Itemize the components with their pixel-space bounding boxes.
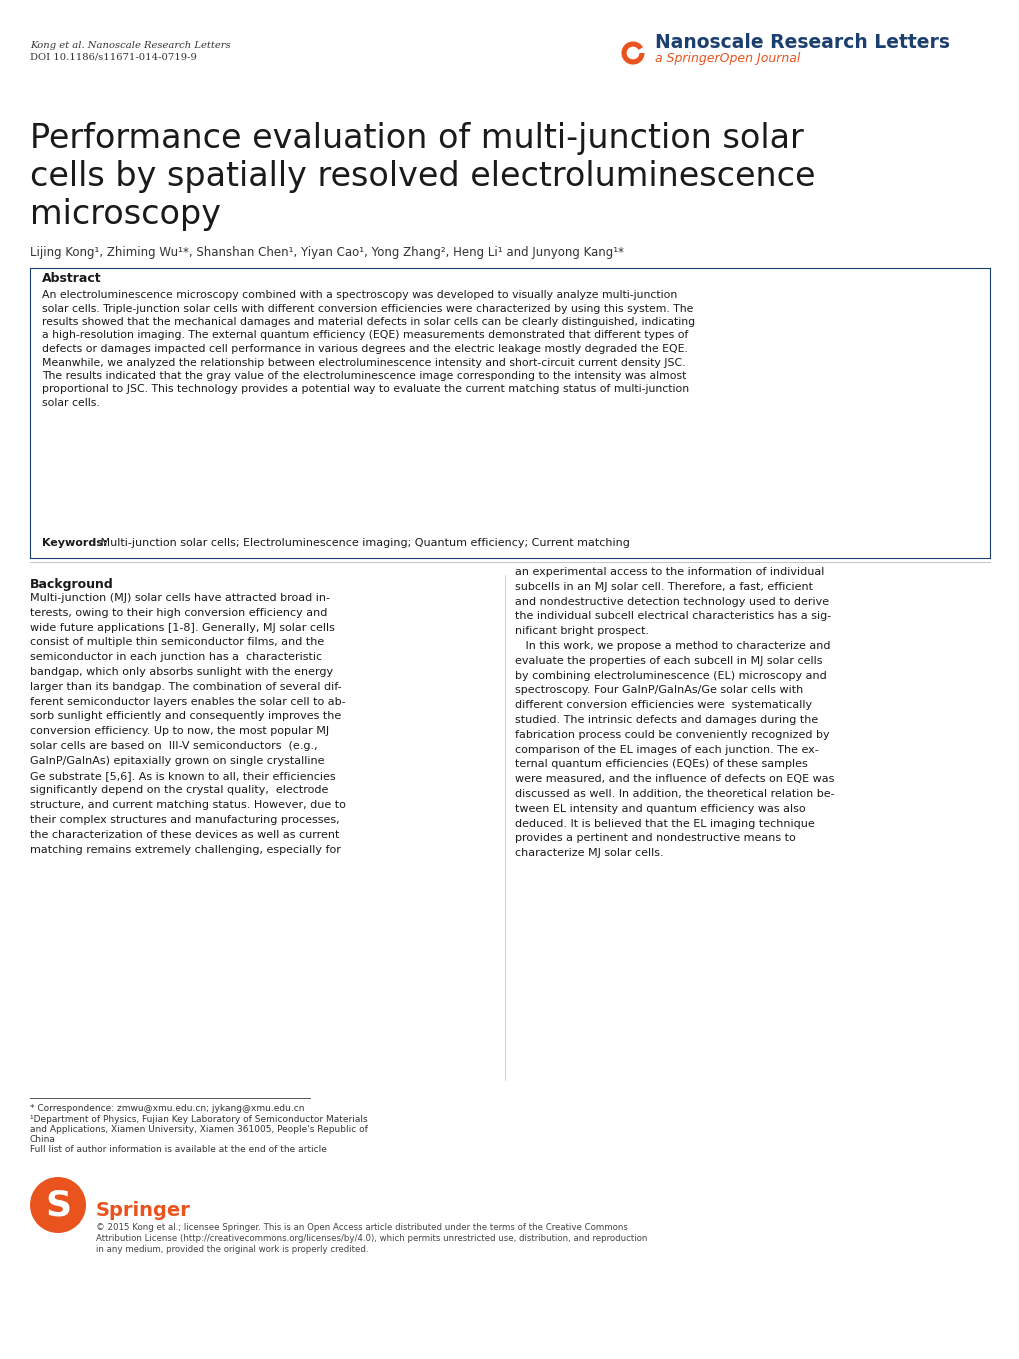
Text: wide future applications [1-8]. Generally, MJ solar cells: wide future applications [1-8]. Generall… <box>30 622 334 632</box>
Text: Kong et al. Nanoscale Research Letters: Kong et al. Nanoscale Research Letters <box>30 41 230 50</box>
Text: the individual subcell electrical characteristics has a sig-: the individual subcell electrical charac… <box>515 612 830 621</box>
Text: by combining electroluminescence (EL) microscopy and: by combining electroluminescence (EL) mi… <box>515 670 826 681</box>
Text: different conversion efficiencies were  systematically: different conversion efficiencies were s… <box>515 700 811 711</box>
Text: defects or damages impacted cell performance in various degrees and the electric: defects or damages impacted cell perform… <box>42 344 687 353</box>
Text: semiconductor in each junction has a  characteristic: semiconductor in each junction has a cha… <box>30 652 322 662</box>
Text: Multi-junction (MJ) solar cells have attracted broad in-: Multi-junction (MJ) solar cells have att… <box>30 593 330 603</box>
Text: studied. The intrinsic defects and damages during the: studied. The intrinsic defects and damag… <box>515 715 817 724</box>
Text: sorb sunlight efficiently and consequently improves the: sorb sunlight efficiently and consequent… <box>30 711 341 722</box>
Wedge shape <box>30 1177 86 1233</box>
Text: China: China <box>30 1135 56 1144</box>
Text: matching remains extremely challenging, especially for: matching remains extremely challenging, … <box>30 844 340 855</box>
Text: terests, owing to their high conversion efficiency and: terests, owing to their high conversion … <box>30 607 327 618</box>
Text: NANO EXPRESS: NANO EXPRESS <box>38 99 153 111</box>
Text: significantly depend on the crystal quality,  electrode: significantly depend on the crystal qual… <box>30 786 328 795</box>
Text: consist of multiple thin semiconductor films, and the: consist of multiple thin semiconductor f… <box>30 637 324 647</box>
Text: and nondestructive detection technology used to derive: and nondestructive detection technology … <box>515 597 828 606</box>
Text: Springer: Springer <box>96 1201 191 1220</box>
Text: an experimental access to the information of individual: an experimental access to the informatio… <box>515 567 823 578</box>
Text: Ge substrate [5,6]. As is known to all, their efficiencies: Ge substrate [5,6]. As is known to all, … <box>30 771 335 780</box>
Text: the characterization of these devices as well as current: the characterization of these devices as… <box>30 830 339 840</box>
Text: Performance evaluation of multi-junction solar: Performance evaluation of multi-junction… <box>30 122 803 155</box>
Text: Keywords:: Keywords: <box>42 538 107 548</box>
Text: discussed as well. In addition, the theoretical relation be-: discussed as well. In addition, the theo… <box>515 790 834 799</box>
Text: Meanwhile, we analyzed the relationship between electroluminescence intensity an: Meanwhile, we analyzed the relationship … <box>42 357 685 367</box>
Text: Attribution License (http://creativecommons.org/licenses/by/4.0), which permits : Attribution License (http://creativecomm… <box>96 1234 647 1243</box>
Text: * Correspondence: zmwu@xmu.edu.cn; jykang@xmu.edu.cn: * Correspondence: zmwu@xmu.edu.cn; jykan… <box>30 1104 305 1113</box>
Text: results showed that the mechanical damages and material defects in solar cells c: results showed that the mechanical damag… <box>42 317 694 328</box>
Text: tween EL intensity and quantum efficiency was also: tween EL intensity and quantum efficienc… <box>515 803 805 814</box>
Text: spectroscopy. Four GaInP/GaInAs/Ge solar cells with: spectroscopy. Four GaInP/GaInAs/Ge solar… <box>515 685 803 696</box>
Text: their complex structures and manufacturing processes,: their complex structures and manufacturi… <box>30 815 339 825</box>
Text: and Applications, Xiamen University, Xiamen 361005, People's Republic of: and Applications, Xiamen University, Xia… <box>30 1125 368 1133</box>
Text: DOI 10.1186/s11671-014-0719-9: DOI 10.1186/s11671-014-0719-9 <box>30 53 197 63</box>
Text: ternal quantum efficiencies (EQEs) of these samples: ternal quantum efficiencies (EQEs) of th… <box>515 760 807 769</box>
Text: Open Access: Open Access <box>904 99 999 111</box>
Text: nificant bright prospect.: nificant bright prospect. <box>515 626 648 636</box>
Text: solar cells are based on  III-V semiconductors  (e.g.,: solar cells are based on III-V semicondu… <box>30 741 317 752</box>
Text: provides a pertinent and nondestructive means to: provides a pertinent and nondestructive … <box>515 833 795 844</box>
Text: microscopy: microscopy <box>30 198 221 231</box>
Text: deduced. It is believed that the EL imaging technique: deduced. It is believed that the EL imag… <box>515 818 814 829</box>
Text: were measured, and the influence of defects on EQE was: were measured, and the influence of defe… <box>515 775 834 784</box>
Text: comparison of the EL images of each junction. The ex-: comparison of the EL images of each junc… <box>515 745 818 754</box>
Text: Lijing Kong¹, Zhiming Wu¹*, Shanshan Chen¹, Yiyan Cao¹, Yong Zhang², Heng Li¹ an: Lijing Kong¹, Zhiming Wu¹*, Shanshan Che… <box>30 246 624 260</box>
Text: cells by spatially resolved electroluminescence: cells by spatially resolved electrolumin… <box>30 160 815 193</box>
Text: Abstract: Abstract <box>42 272 102 285</box>
Text: larger than its bandgap. The combination of several dif-: larger than its bandgap. The combination… <box>30 682 341 692</box>
Text: ¹Department of Physics, Fujian Key Laboratory of Semiconductor Materials: ¹Department of Physics, Fujian Key Labor… <box>30 1114 367 1124</box>
Text: An electroluminescence microscopy combined with a spectroscopy was developed to : An electroluminescence microscopy combin… <box>42 289 677 300</box>
Text: evaluate the properties of each subcell in MJ solar cells: evaluate the properties of each subcell … <box>515 656 821 666</box>
Text: solar cells. Triple-junction solar cells with different conversion efficiencies : solar cells. Triple-junction solar cells… <box>42 303 693 314</box>
Text: conversion efficiency. Up to now, the most popular MJ: conversion efficiency. Up to now, the mo… <box>30 726 329 737</box>
Text: Nanoscale Research Letters: Nanoscale Research Letters <box>654 33 949 52</box>
Text: Multi-junction solar cells; Electroluminescence imaging; Quantum efficiency; Cur: Multi-junction solar cells; Electrolumin… <box>97 538 630 548</box>
Text: In this work, we propose a method to characterize and: In this work, we propose a method to cha… <box>515 641 829 651</box>
Text: ferent semiconductor layers enables the solar cell to ab-: ferent semiconductor layers enables the … <box>30 697 345 707</box>
Text: in any medium, provided the original work is properly credited.: in any medium, provided the original wor… <box>96 1245 368 1254</box>
Text: subcells in an MJ solar cell. Therefore, a fast, efficient: subcells in an MJ solar cell. Therefore,… <box>515 582 812 591</box>
Text: © 2015 Kong et al.; licensee Springer. This is an Open Access article distribute: © 2015 Kong et al.; licensee Springer. T… <box>96 1223 628 1233</box>
Text: S: S <box>45 1188 71 1222</box>
Text: The results indicated that the gray value of the electroluminescence image corre: The results indicated that the gray valu… <box>42 371 686 381</box>
Text: bandgap, which only absorbs sunlight with the energy: bandgap, which only absorbs sunlight wit… <box>30 667 333 677</box>
Text: a SpringerOpen Journal: a SpringerOpen Journal <box>654 52 800 65</box>
Text: Background: Background <box>30 578 114 591</box>
Text: proportional to JSC. This technology provides a potential way to evaluate the cu: proportional to JSC. This technology pro… <box>42 385 689 394</box>
Polygon shape <box>621 42 644 64</box>
Text: Full list of author information is available at the end of the article: Full list of author information is avail… <box>30 1146 326 1154</box>
Text: a high-resolution imaging. The external quantum efficiency (EQE) measurements de: a high-resolution imaging. The external … <box>42 330 688 341</box>
Text: solar cells.: solar cells. <box>42 398 100 408</box>
Text: GaInP/GaInAs) epitaxially grown on single crystalline: GaInP/GaInAs) epitaxially grown on singl… <box>30 756 324 766</box>
Text: characterize MJ solar cells.: characterize MJ solar cells. <box>515 848 663 858</box>
Text: fabrication process could be conveniently recognized by: fabrication process could be convenientl… <box>515 730 828 739</box>
Text: structure, and current matching status. However, due to: structure, and current matching status. … <box>30 800 345 810</box>
